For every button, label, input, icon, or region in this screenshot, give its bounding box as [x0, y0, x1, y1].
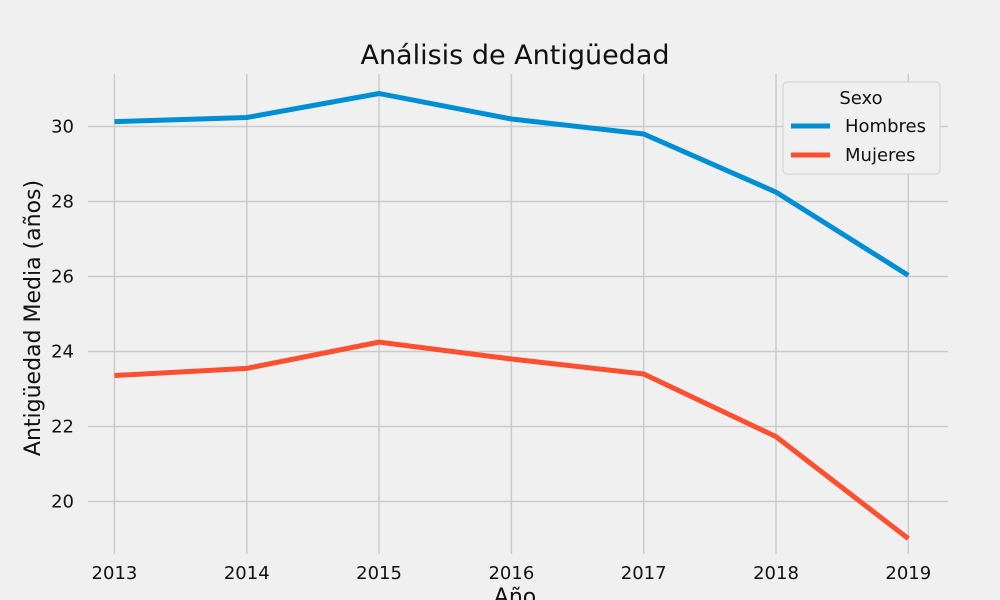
series-line-mujeres	[114, 339, 910, 541]
x-tick-label: 2013	[92, 563, 138, 584]
legend-title: Sexo	[839, 88, 882, 109]
x-axis-label: Año	[494, 585, 536, 600]
legend-entry-hombres: Hombres	[845, 116, 926, 137]
x-tick-label: 2014	[224, 563, 270, 584]
x-tick-label: 2015	[356, 563, 402, 584]
y-tick-label: 26	[51, 267, 74, 288]
y-tick-label: 30	[51, 117, 74, 138]
y-tick-label: 28	[51, 192, 74, 213]
y-axis-label: Antigüedad Media (años)	[21, 180, 46, 456]
series-line-hombres	[114, 91, 910, 278]
legend-box	[782, 81, 941, 175]
y-tick-label: 20	[51, 492, 74, 513]
x-tick-label: 2016	[488, 563, 534, 584]
y-tick-label: 24	[51, 342, 74, 363]
chart-title: Análisis de Antigüedad	[360, 40, 669, 71]
y-axis-ticks: 20 22 24 26 28 30	[51, 117, 74, 513]
legend: Sexo Hombres Mujeres	[782, 81, 941, 175]
x-tick-label: 2018	[753, 563, 799, 584]
legend-entry-mujeres: Mujeres	[845, 145, 915, 166]
y-tick-label: 22	[51, 417, 74, 438]
x-axis-ticks: 2013 2014 2015 2016 2017 2018 2019	[92, 563, 932, 584]
x-tick-label: 2017	[621, 563, 667, 584]
x-tick-label: 2019	[885, 563, 931, 584]
series-lines	[114, 91, 910, 541]
